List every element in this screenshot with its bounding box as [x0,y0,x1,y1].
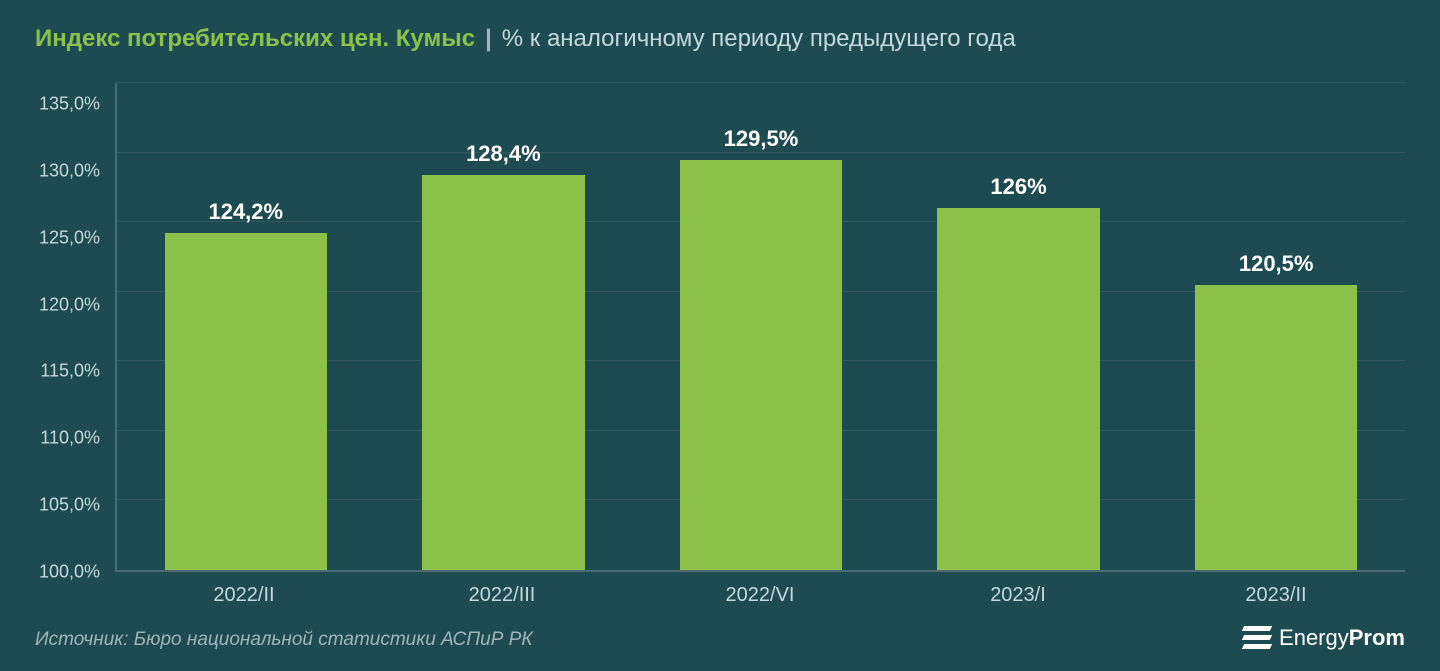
title-separator: | [485,25,492,53]
x-axis: 2022/II 2022/III 2022/VI 2023/I 2023/II [115,572,1405,607]
y-tick-label: 130,0% [35,160,100,181]
bar-wrap: 129,5% [645,83,877,570]
chart-container: Индекс потребительских цен. Кумыс | % к … [0,0,1440,671]
x-tick-label: 2023/II [1160,584,1392,607]
x-tick-label: 2022/III [386,584,618,607]
bar-wrap: 128,4% [387,83,619,570]
bar-value-label: 128,4% [466,141,541,167]
y-axis: 135,0% 130,0% 125,0% 120,0% 115,0% 110,0… [35,83,115,572]
bar [165,233,327,570]
bar [1195,285,1357,570]
y-tick-label: 115,0% [35,361,100,382]
source-text: Источник: Бюро национальной статистики А… [35,629,533,651]
bar-value-label: 124,2% [208,199,283,225]
bar [680,160,842,570]
bar-value-label: 126% [990,174,1046,200]
brand-icon [1243,626,1271,650]
bar-value-label: 129,5% [724,126,799,152]
x-tick-label: 2022/II [128,584,360,607]
brand-prefix: Energy [1279,625,1349,650]
bar-wrap: 126% [903,83,1135,570]
brand-logo: EnergyProm [1243,625,1405,651]
y-tick-label: 135,0% [35,94,100,115]
bars-row: 124,2% 128,4% 129,5% 126% 120,5% [117,83,1405,570]
plot-area: 135,0% 130,0% 125,0% 120,0% 115,0% 110,0… [35,83,1405,572]
y-tick-label: 110,0% [35,428,100,449]
y-tick-label: 100,0% [35,561,100,582]
chart-footer: Источник: Бюро национальной статистики А… [35,625,1405,651]
title-main: Индекс потребительских цен. Кумыс [35,25,475,53]
brand-suffix: Prom [1349,625,1405,650]
y-tick-label: 105,0% [35,495,100,516]
bar [422,175,584,570]
grid-zone: 124,2% 128,4% 129,5% 126% 120,5% [115,83,1405,572]
bar-wrap: 120,5% [1160,83,1392,570]
chart-title: Индекс потребительских цен. Кумыс | % к … [35,25,1405,53]
title-subtitle: % к аналогичному периоду предыдущего год… [502,25,1016,53]
bar-wrap: 124,2% [130,83,362,570]
x-tick-label: 2022/VI [644,584,876,607]
x-tick-label: 2023/I [902,584,1134,607]
y-tick-label: 120,0% [35,294,100,315]
y-tick-label: 125,0% [35,227,100,248]
bar-value-label: 120,5% [1239,251,1314,277]
brand-text: EnergyProm [1279,625,1405,651]
bar [937,208,1099,570]
